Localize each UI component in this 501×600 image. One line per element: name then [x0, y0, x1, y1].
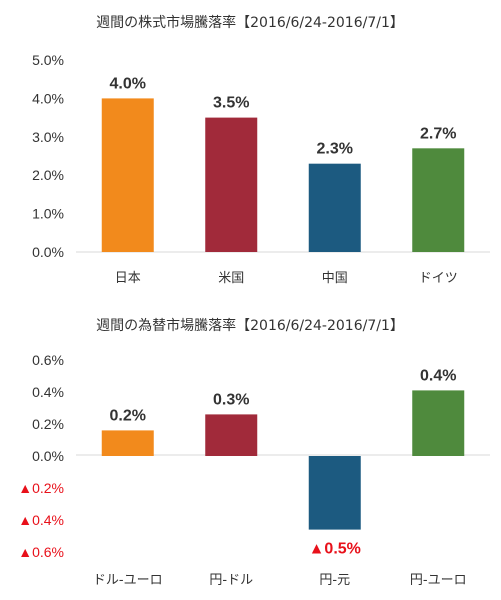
category-label: 米国: [218, 271, 244, 286]
category-label: ドル-ユーロ: [93, 573, 163, 588]
data-label: 0.4%: [420, 367, 456, 384]
y-tick-label: 0.0%: [32, 448, 64, 464]
y-tick-label: 4.0%: [32, 90, 64, 106]
bar: [101, 430, 154, 456]
chart-title: 週間の株式市場騰落率【2016/6/24-2016/7/1】: [96, 14, 404, 31]
y-tick-label: ▲0.4%: [18, 512, 64, 528]
bar: [412, 148, 465, 252]
y-tick-label: ▲0.6%: [18, 544, 64, 560]
y-tick-label: 0.0%: [32, 244, 64, 260]
data-label: 2.7%: [420, 125, 456, 142]
stock-market-chart: 週間の株式市場騰落率【2016/6/24-2016/7/1】 0.0% 1.0% 2…: [32, 14, 490, 286]
data-label: 2.3%: [317, 141, 353, 158]
category-label: 円-ドル: [209, 573, 253, 588]
y-tick-label: 0.4%: [32, 384, 64, 400]
y-tick-label: 1.0%: [32, 206, 64, 222]
category-label: ドイツ: [419, 271, 458, 286]
bar: [205, 414, 258, 456]
data-label: 0.2%: [110, 407, 146, 424]
y-tick-label: 3.0%: [32, 129, 64, 145]
category-label: 円-ユーロ: [410, 573, 467, 588]
data-label: 4.0%: [110, 75, 146, 92]
chart-title: 週間の為替市場騰落率【2016/6/24-2016/7/1】: [96, 317, 404, 334]
category-label: 日本: [115, 271, 141, 286]
y-tick-label: 2.0%: [32, 167, 64, 183]
data-label: ▲0.5%: [309, 541, 361, 558]
category-label: 中国: [322, 271, 348, 286]
y-tick-label: ▲0.2%: [18, 480, 64, 496]
bar: [101, 98, 154, 253]
bar: [412, 390, 465, 456]
y-tick-label: 0.6%: [32, 352, 64, 368]
category-label: 円-元: [319, 573, 350, 588]
data-label: 3.5%: [213, 95, 249, 112]
data-label: 0.3%: [213, 391, 249, 408]
fx-market-chart: 週間の為替市場騰落率【2016/6/24-2016/7/1】 ▲0.6% ▲0.4…: [18, 317, 490, 588]
y-tick-label: 5.0%: [32, 52, 64, 68]
bar: [308, 456, 361, 530]
y-tick-label: 0.2%: [32, 416, 64, 432]
bar: [308, 163, 361, 252]
bar: [205, 117, 258, 252]
